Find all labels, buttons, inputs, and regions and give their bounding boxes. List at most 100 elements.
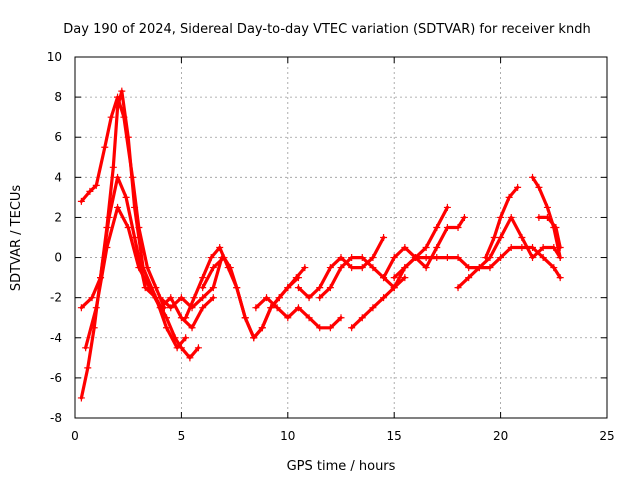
data-point [82,344,90,352]
data-point [284,314,292,322]
data-point [552,223,560,231]
data-point [128,173,136,181]
data-point [482,254,490,262]
data-point [182,334,190,342]
data-point [209,294,217,302]
data-point [105,213,113,221]
data-point [358,314,366,322]
data-point [275,294,283,302]
data-point [77,197,85,205]
data-point [316,294,324,302]
data-point [186,354,194,362]
series-line [456,215,562,290]
data-point [250,334,258,342]
data-point [301,264,309,272]
series-sat-o [482,183,522,262]
data-point [92,181,100,189]
data-point [107,113,115,121]
data-point [305,314,313,322]
data-point [556,274,564,282]
data-point [518,244,526,252]
data-point [177,294,185,302]
data-point [535,183,543,191]
data-point [263,294,271,302]
data-point [507,213,515,221]
y-tick-label: -6 [50,371,62,385]
data-point [390,274,398,282]
data-point [401,264,409,272]
data-point [443,223,451,231]
data-point [422,254,430,262]
data-point [337,264,345,272]
chart-title: Day 190 of 2024, Sidereal Day-to-day VTE… [63,22,590,37]
y-tick-label: -8 [50,411,62,425]
y-tick-label: 10 [47,50,62,64]
data-point [326,284,334,292]
series-sat-h [252,294,345,332]
data-point [135,264,143,272]
data-point [454,223,462,231]
data-point [77,394,85,402]
data-series [77,87,564,402]
data-point [156,304,164,312]
data-point [163,324,171,332]
data-point [433,244,441,252]
data-point [194,344,202,352]
data-point [529,254,537,262]
series-sat-p [529,173,564,262]
data-point [226,264,234,272]
data-point [122,193,130,201]
data-point [348,324,356,332]
data-point [305,294,313,302]
data-point [401,274,409,282]
data-point [124,223,132,231]
data-point [433,223,441,231]
data-point [267,304,275,312]
series-line [79,95,166,310]
data-point [120,113,128,121]
data-point [118,87,126,95]
data-point [369,254,377,262]
data-point [294,274,302,282]
data-point [294,304,302,312]
data-point [114,173,122,181]
data-point [465,264,473,272]
data-point [337,314,345,322]
series-sat-m [390,244,564,282]
data-point [543,203,551,211]
series-sat-n [454,213,564,292]
series-sat-i [294,234,388,302]
data-point [539,244,547,252]
data-point [173,344,181,352]
series-line [79,175,188,350]
data-point [216,244,224,252]
data-point [182,314,190,322]
series-line [83,205,215,350]
data-point [518,234,526,241]
data-point [145,284,153,292]
data-point [207,254,215,262]
data-point [190,294,198,302]
y-tick-label: 6 [54,130,62,144]
data-point [465,274,473,282]
data-point [422,264,430,272]
y-tick-label: 8 [54,90,62,104]
y-tick-label: -4 [50,331,62,345]
data-point [490,234,498,241]
plot-frame [74,56,608,419]
data-point [348,264,356,272]
data-point [101,143,109,151]
data-point [109,163,117,171]
data-point [188,324,196,332]
data-point [199,294,207,302]
series-sat-f [182,244,309,342]
data-point [348,254,356,262]
data-point [103,244,111,252]
data-point [220,254,228,262]
x-tick-label: 10 [280,429,295,443]
data-point [454,254,462,262]
data-point [529,244,537,252]
series-sat-a [77,87,202,402]
y-tick-label: 0 [54,251,62,265]
data-point [454,284,462,292]
